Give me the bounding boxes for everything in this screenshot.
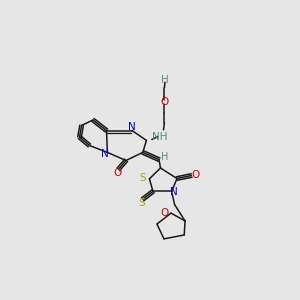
Text: S: S xyxy=(140,173,146,183)
Text: N: N xyxy=(128,122,136,133)
Text: O: O xyxy=(113,168,121,178)
Text: O: O xyxy=(191,169,200,180)
Text: NH: NH xyxy=(152,132,168,142)
Text: O: O xyxy=(160,97,169,107)
Text: H: H xyxy=(161,152,168,162)
Text: H: H xyxy=(161,75,169,85)
Text: S: S xyxy=(138,198,145,208)
Text: O: O xyxy=(161,208,169,218)
Text: N: N xyxy=(101,149,109,159)
Text: N: N xyxy=(170,187,178,197)
